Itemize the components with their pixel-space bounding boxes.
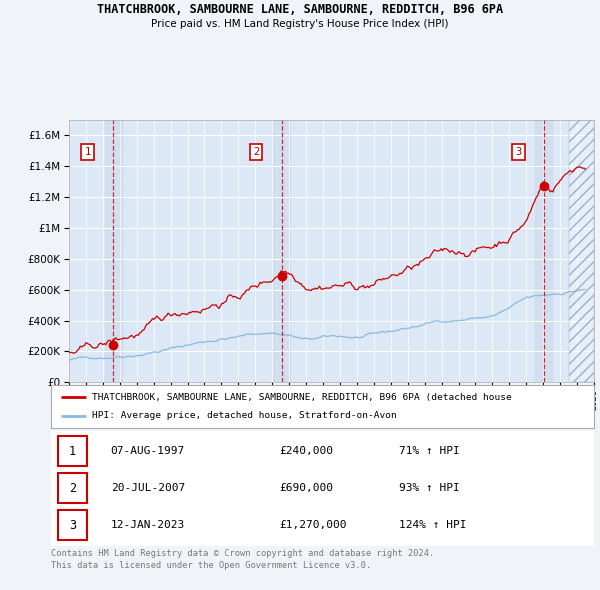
Text: 07-AUG-1997: 07-AUG-1997 (111, 447, 185, 457)
Text: 93% ↑ HPI: 93% ↑ HPI (398, 483, 459, 493)
FancyBboxPatch shape (58, 473, 88, 503)
Text: £1,270,000: £1,270,000 (279, 520, 347, 530)
Text: THATCHBROOK, SAMBOURNE LANE, SAMBOURNE, REDDITCH, B96 6PA: THATCHBROOK, SAMBOURNE LANE, SAMBOURNE, … (97, 3, 503, 16)
Text: Price paid vs. HM Land Registry's House Price Index (HPI): Price paid vs. HM Land Registry's House … (151, 19, 449, 29)
Bar (535, 120, 552, 382)
Text: 2: 2 (69, 481, 76, 495)
Text: £240,000: £240,000 (279, 447, 333, 457)
Bar (273, 120, 290, 382)
Text: Contains HM Land Registry data © Crown copyright and database right 2024.
This d: Contains HM Land Registry data © Crown c… (51, 549, 434, 569)
Text: 124% ↑ HPI: 124% ↑ HPI (398, 520, 466, 530)
Text: THATCHBROOK, SAMBOURNE LANE, SAMBOURNE, REDDITCH, B96 6PA (detached house: THATCHBROOK, SAMBOURNE LANE, SAMBOURNE, … (92, 393, 511, 402)
Text: 2: 2 (253, 147, 259, 157)
Text: 71% ↑ HPI: 71% ↑ HPI (398, 447, 459, 457)
FancyBboxPatch shape (58, 437, 88, 466)
Text: HPI: Average price, detached house, Stratford-on-Avon: HPI: Average price, detached house, Stra… (92, 411, 397, 420)
Text: 1: 1 (69, 445, 76, 458)
FancyBboxPatch shape (58, 510, 88, 540)
Text: 12-JAN-2023: 12-JAN-2023 (111, 520, 185, 530)
Text: 20-JUL-2007: 20-JUL-2007 (111, 483, 185, 493)
Text: 1: 1 (85, 147, 91, 157)
Bar (104, 120, 122, 382)
Text: £690,000: £690,000 (279, 483, 333, 493)
Text: 3: 3 (69, 519, 76, 532)
Text: 3: 3 (515, 147, 521, 157)
